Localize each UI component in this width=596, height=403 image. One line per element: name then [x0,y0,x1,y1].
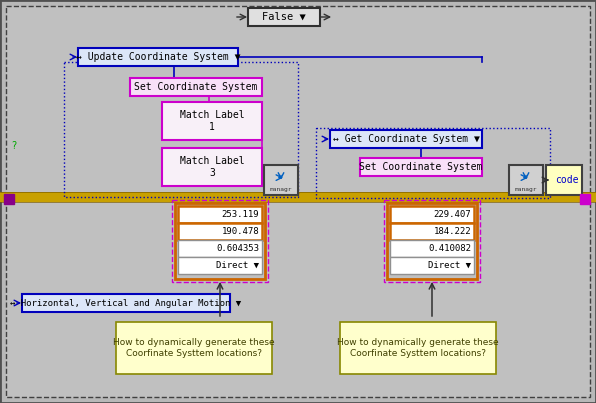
Bar [130,78,262,96]
Text: 229.407: 229.407 [433,210,471,219]
Text: Direct ▼: Direct ▼ [216,261,259,270]
Bar [390,257,474,274]
Text: ↔ Horizontal, Vertical and Angular Motion ▼: ↔ Horizontal, Vertical and Angular Motio… [11,299,241,307]
Text: managr: managr [515,187,537,192]
Bar [546,165,582,195]
Bar [390,206,474,223]
Bar [4,194,14,204]
Text: Direct ▼: Direct ▼ [428,261,471,270]
Text: False ▼: False ▼ [262,12,306,22]
Text: ↔ Update Coordinate System ▼: ↔ Update Coordinate System ▼ [76,52,240,62]
Bar [387,203,477,279]
Text: ?: ? [11,141,17,151]
Bar [248,8,320,26]
Bar [360,158,482,176]
Text: Match Label
3: Match Label 3 [179,156,244,178]
Bar [178,206,262,223]
Text: 190.478: 190.478 [221,227,259,236]
Text: managr: managr [270,187,292,192]
Text: 253.119: 253.119 [221,210,259,219]
Bar [78,48,238,66]
Bar [172,200,268,282]
Bar [390,223,474,240]
Bar [390,240,474,257]
Bar [509,165,543,195]
Text: Match Label
1: Match Label 1 [179,110,244,132]
Bar [162,102,262,140]
Text: How to dynamically generate these
Coorfinate Systtem locations?: How to dynamically generate these Coorfi… [113,338,275,358]
Bar [64,62,298,197]
Bar [316,128,550,198]
Bar [178,223,262,240]
Bar [162,148,262,186]
Bar [330,130,482,148]
Text: Set Coordinate System: Set Coordinate System [134,82,257,92]
Text: code: code [555,175,579,185]
Text: 0.410082: 0.410082 [428,244,471,253]
Text: 184.222: 184.222 [433,227,471,236]
Text: Set Coordinate System: Set Coordinate System [359,162,483,172]
Bar [384,200,480,282]
Text: How to dynamically generate these
Coorfinate Systtem locations?: How to dynamically generate these Coorfi… [337,338,499,358]
Bar [264,165,298,195]
Text: ↔ Get Coordinate System ▼: ↔ Get Coordinate System ▼ [333,134,479,144]
Bar [580,194,590,204]
Bar [116,322,272,374]
Bar [340,322,496,374]
Bar [0,192,596,202]
Bar [175,203,265,279]
Bar [178,257,262,274]
Bar [22,294,230,312]
Bar [178,240,262,257]
Text: 0.604353: 0.604353 [216,244,259,253]
